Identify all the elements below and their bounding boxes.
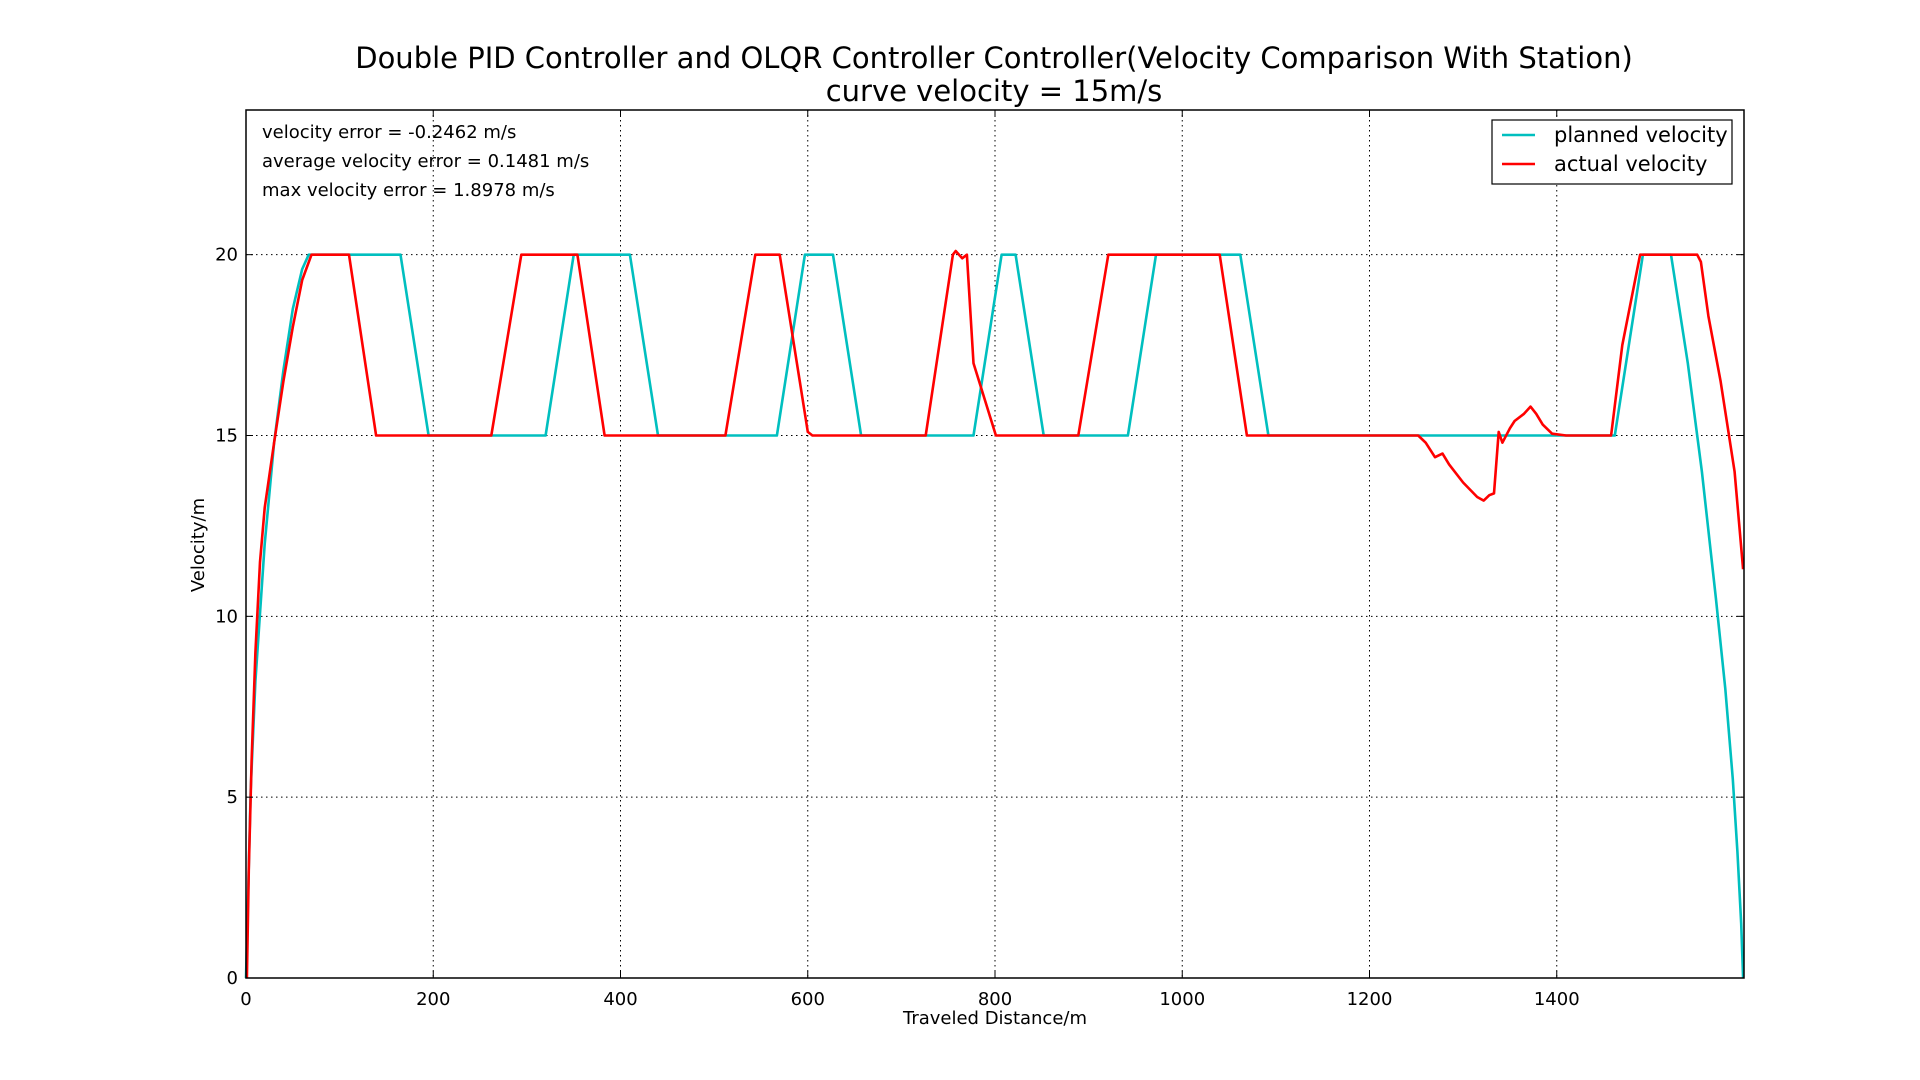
legend: planned velocity actual velocity <box>1491 119 1733 185</box>
y-axis-label: Velocity/m <box>188 498 209 592</box>
x-tick-label: 600 <box>791 989 825 1010</box>
average-velocity-error-text: average velocity error = 0.1481 m/s <box>262 151 589 172</box>
x-tick-label: 800 <box>978 989 1012 1010</box>
plot-frame <box>245 109 1745 979</box>
x-tick-label: 0 <box>240 989 251 1010</box>
legend-label-planned-velocity: planned velocity <box>1554 123 1728 147</box>
y-tick-label: 15 <box>215 426 238 447</box>
x-tick-label: 1000 <box>1159 989 1205 1010</box>
x-tick-label: 1400 <box>1534 989 1580 1010</box>
y-tick-label: 20 <box>215 245 238 266</box>
legend-box <box>1491 119 1733 185</box>
x-tick-label: 1200 <box>1347 989 1393 1010</box>
legend-label-actual-velocity: actual velocity <box>1554 152 1707 176</box>
velocity-error-text: velocity error = -0.2462 m/s <box>262 122 516 143</box>
series-line-actual-velocity <box>245 249 1745 979</box>
grid-lines <box>246 110 1744 978</box>
y-tick-label: 5 <box>227 787 238 808</box>
error-annotations: velocity error = -0.2462 m/s average vel… <box>262 122 589 201</box>
max-velocity-error-text: max velocity error = 1.8978 m/s <box>262 180 555 201</box>
y-tick-label: 10 <box>215 606 238 627</box>
plot-lines <box>244 249 1745 979</box>
x-axis-label: Traveled Distance/m <box>902 1008 1087 1029</box>
y-tick-label: 0 <box>227 968 238 989</box>
chart-title: Double PID Controller and OLQR Controlle… <box>355 41 1633 75</box>
x-tick-label: 400 <box>603 989 637 1010</box>
x-tick-label: 200 <box>416 989 450 1010</box>
axis-ticks: 0 200 400 600 800 1000 1200 1400 0 5 10 15 20 <box>215 110 1744 1010</box>
chart-subtitle: curve velocity = 15m/s <box>826 74 1163 108</box>
